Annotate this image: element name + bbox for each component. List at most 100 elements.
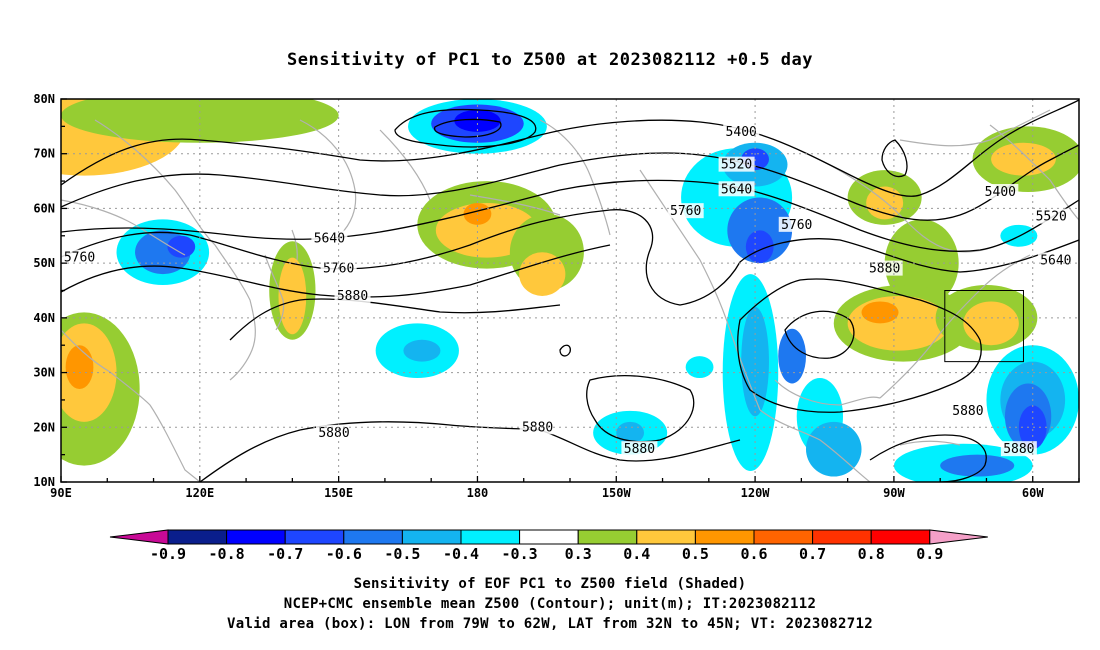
valid-area-box xyxy=(944,290,1024,363)
contour-label: 5400 xyxy=(982,184,1019,200)
lat-label: 80N xyxy=(33,92,55,106)
colorbar-label: -0.5 xyxy=(384,545,420,563)
contour-label: 5640 xyxy=(311,230,348,247)
svg-text:5880: 5880 xyxy=(337,289,368,304)
svg-text:5640: 5640 xyxy=(721,182,752,197)
svg-text:5880: 5880 xyxy=(1003,442,1034,457)
gridlines xyxy=(61,99,1079,482)
svg-text:5760: 5760 xyxy=(64,251,95,266)
shaded-area xyxy=(454,109,501,132)
shaded-area xyxy=(778,328,806,384)
z500-contours xyxy=(61,99,1079,482)
lon-label: 90E xyxy=(50,486,72,500)
longitude-labels: 90E 120E 150E 180 150W 120W 90W 60W xyxy=(50,486,1044,500)
colorbar-labels: -0.9 -0.8 -0.7 -0.6 -0.5 -0.4 -0.3 0.3 0.4 0.5 0.6… xyxy=(150,545,943,563)
colorbar-label: -0.3 xyxy=(502,545,538,563)
contour-label: 5880 xyxy=(1000,441,1037,457)
svg-text:5880: 5880 xyxy=(952,404,983,419)
caption-line-1: Sensitivity of EOF PC1 to Z500 field (Sh… xyxy=(353,576,747,592)
caption: Sensitivity of EOF PC1 to Z500 field (Sh… xyxy=(0,574,1100,634)
contour-labels: 5400 5520 5640 5760 5760 5880 5400 5520 5640 5640… xyxy=(61,123,1074,457)
contour-label: 5760 xyxy=(667,203,704,219)
coastline-layer xyxy=(61,109,1079,482)
contour-label: 5760 xyxy=(778,216,815,233)
colorbar-label: -0.9 xyxy=(150,545,186,563)
lon-label: 60W xyxy=(1022,486,1044,500)
shaded-area xyxy=(403,339,441,362)
lat-label: 70N xyxy=(33,147,55,161)
shaded-area xyxy=(884,219,959,307)
svg-text:5760: 5760 xyxy=(781,218,812,233)
caption-line-3: Valid area (box): LON from 79W to 62W, L… xyxy=(227,616,873,632)
svg-text:5400: 5400 xyxy=(985,185,1016,200)
contour-label: 5640 xyxy=(1037,252,1074,268)
shaded-area xyxy=(866,186,904,220)
page-title: Sensitivity of PC1 to Z500 at 2023082112… xyxy=(286,50,813,70)
shaded-area xyxy=(65,345,94,389)
shaded-area xyxy=(963,301,1019,346)
contour-label: 5760 xyxy=(61,249,98,266)
lat-label: 10N xyxy=(33,475,55,489)
shaded-area xyxy=(1018,405,1047,450)
shaded-area xyxy=(940,454,1015,477)
shaded-area xyxy=(167,235,196,258)
svg-text:5520: 5520 xyxy=(1036,210,1067,225)
svg-text:5760: 5760 xyxy=(323,262,354,277)
shaded-area xyxy=(741,306,769,417)
svg-text:5400: 5400 xyxy=(726,125,757,140)
lon-label: 150W xyxy=(602,486,632,500)
lon-label: 150E xyxy=(324,486,353,500)
colorbar-label: 0.3 xyxy=(565,545,592,563)
lon-label: 120W xyxy=(741,486,771,500)
lat-label: 20N xyxy=(33,420,55,434)
lat-label: 60N xyxy=(33,201,55,215)
colorbar-label: -0.6 xyxy=(326,545,362,563)
svg-text:5880: 5880 xyxy=(318,426,349,441)
svg-text:5880: 5880 xyxy=(869,262,900,277)
colorbar-label: 0.8 xyxy=(858,545,885,563)
colorbar-label: -0.8 xyxy=(209,545,245,563)
shaded-area xyxy=(685,356,714,379)
shaded-area xyxy=(847,295,950,351)
svg-text:5640: 5640 xyxy=(1040,253,1071,268)
lat-label: 30N xyxy=(33,366,55,380)
contour-label: 5880 xyxy=(949,402,986,419)
shaded-area xyxy=(61,99,339,143)
contour-label: 5400 xyxy=(723,123,760,140)
lat-label: 40N xyxy=(33,311,55,325)
axis-ticks xyxy=(60,98,1080,483)
shaded-area xyxy=(861,301,899,324)
colorbar-label: 0.4 xyxy=(623,545,650,563)
colorbar-label: 0.6 xyxy=(740,545,767,563)
svg-text:5880: 5880 xyxy=(522,420,553,435)
lat-label: 50N xyxy=(33,256,55,270)
colorbar-label: -0.4 xyxy=(443,545,479,563)
lon-label: 180 xyxy=(467,486,489,500)
lon-label: 120E xyxy=(185,486,214,500)
colorbar-label: 0.5 xyxy=(682,545,709,563)
svg-text:5760: 5760 xyxy=(670,204,701,219)
contour-label: 5520 xyxy=(718,156,755,173)
sensitivity-map: 5400 5520 5640 5760 5760 5880 5400 5520 5640 5640… xyxy=(33,92,1080,500)
contour-label: 5520 xyxy=(1033,208,1070,225)
contour-label: 5880 xyxy=(316,424,353,441)
shaded-area xyxy=(745,230,774,264)
contour-label: 5880 xyxy=(519,419,556,435)
colorbar-label: -0.7 xyxy=(267,545,303,563)
lon-label: 90W xyxy=(883,486,905,500)
colorbar-label: 0.7 xyxy=(799,545,826,563)
shaded-area xyxy=(727,197,793,264)
caption-line-2: NCEP+CMC ensemble mean Z500 (Contour); u… xyxy=(283,596,817,612)
latitude-labels: 80N 70N 60N 50N 40N 30N 20N 10N xyxy=(33,92,55,489)
svg-text:5520: 5520 xyxy=(721,158,752,173)
svg-text:5880: 5880 xyxy=(624,442,655,457)
contour-label: 5880 xyxy=(334,287,371,304)
shaded-area xyxy=(278,257,307,335)
shaded-area xyxy=(519,252,566,296)
svg-text:5640: 5640 xyxy=(314,232,345,247)
contour-label: 5640 xyxy=(718,181,755,197)
shaded-area xyxy=(991,142,1056,176)
colorbar-label: 0.9 xyxy=(916,545,943,563)
contour-label: 5880 xyxy=(621,441,658,457)
contour-label: 5880 xyxy=(866,260,903,277)
